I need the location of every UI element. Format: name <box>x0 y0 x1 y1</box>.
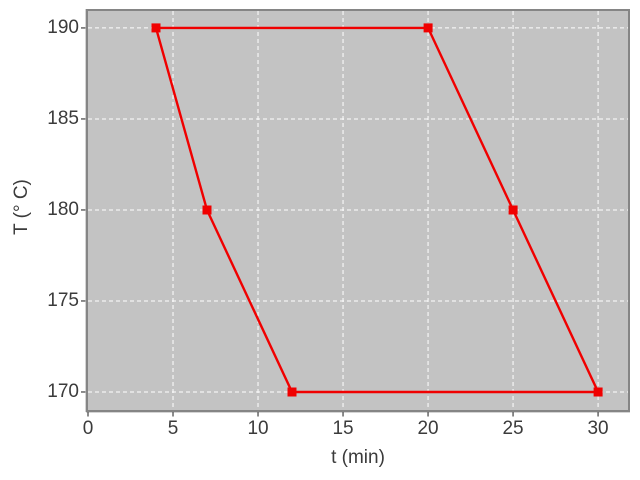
y-tick-label: 185 <box>47 107 79 129</box>
x-tick-label: 25 <box>502 418 524 439</box>
x-tick-label: 5 <box>167 418 179 439</box>
data-point-marker <box>593 387 603 397</box>
x-tick-label: 20 <box>417 418 439 439</box>
y-tick-label: 190 <box>47 16 79 38</box>
plot-canvas <box>88 11 628 410</box>
x-tick-label: 30 <box>587 418 609 439</box>
y-tick-label: 175 <box>47 289 79 311</box>
data-point-marker <box>508 205 518 215</box>
plot-area <box>86 9 630 412</box>
y-tick-label: 180 <box>47 198 79 220</box>
data-point-marker <box>202 205 212 215</box>
x-axis-title: t (min) <box>331 447 385 468</box>
y-axis-title: T (° C) <box>11 179 32 235</box>
data-point-marker <box>287 387 297 397</box>
x-tick-label: 10 <box>247 418 269 439</box>
data-point-marker <box>151 23 161 33</box>
y-tick-label: 170 <box>47 380 79 402</box>
x-tick-label: 0 <box>82 418 94 439</box>
x-tick-label: 15 <box>332 418 354 439</box>
data-point-marker <box>423 23 433 33</box>
